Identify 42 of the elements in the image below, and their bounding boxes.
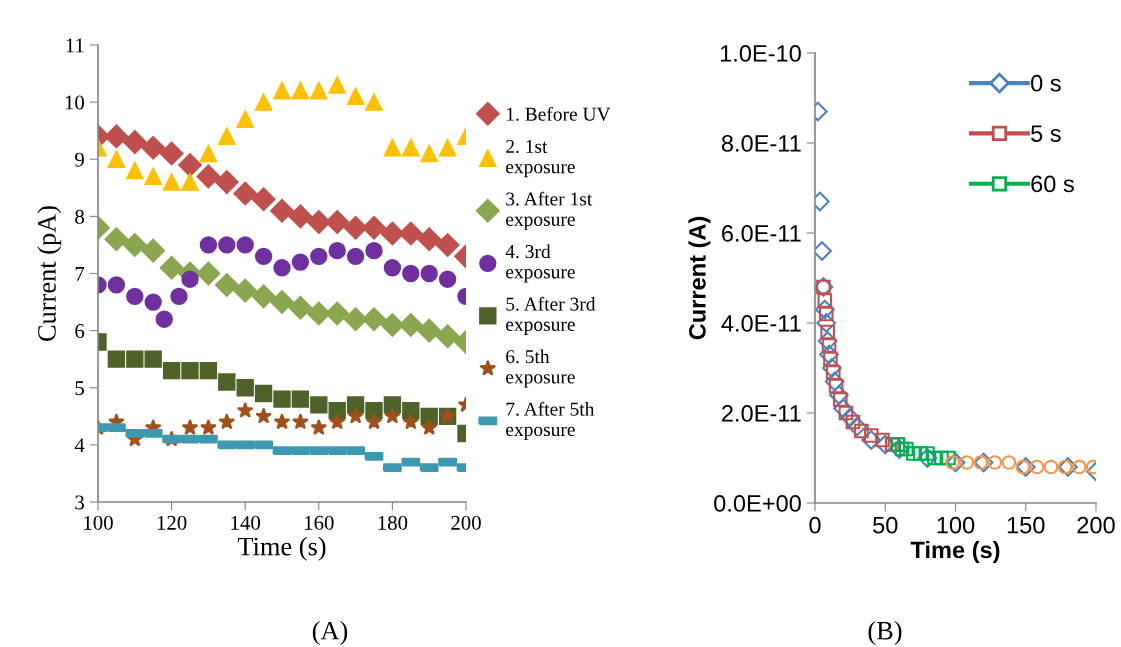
legend-label: 6. 5th exposure	[506, 349, 575, 388]
x-tick-label: 200	[451, 515, 481, 530]
y-tick-label: 7	[75, 267, 85, 281]
y-tick-label: 0.0E+00	[714, 495, 801, 512]
y-tick-label: 9	[75, 152, 84, 167]
y-tick-label: 4.0E-11	[721, 315, 801, 332]
legend-label: 4. 3rd exposure	[505, 244, 575, 283]
y-tick-label: 5	[75, 381, 84, 396]
x-axis-title: Time (s)	[237, 536, 326, 561]
y-tick-label: 6	[75, 324, 85, 339]
x-tick-label: 180	[378, 515, 408, 530]
x-tick-label: 150	[1007, 516, 1045, 534]
x-tick-label: 160	[305, 515, 334, 530]
text: (B)	[868, 621, 902, 645]
x-axis-title: Time (s)	[910, 540, 1000, 563]
y-tick-label: 6.0E-11	[722, 225, 801, 242]
text: (A)	[312, 621, 348, 645]
x-tick-label: 100	[84, 515, 113, 530]
legend-label: 0 s	[1031, 74, 1061, 92]
legend-label: 2. 1st exposure	[506, 139, 575, 178]
y-tick-label: 8	[75, 209, 85, 224]
legend-label: 5. After 3rd exposure	[506, 296, 596, 335]
y-tick-label: 3	[75, 495, 84, 510]
legend-label: 5 s	[1031, 125, 1061, 142]
x-tick-label: 200	[1077, 516, 1115, 534]
legend-label: 60 s	[1031, 175, 1074, 193]
y-tick-label: 8.0E-11	[721, 135, 801, 152]
y-axis-title: Current (pA)	[37, 206, 62, 341]
y-axis-title: Current (A)	[688, 216, 711, 340]
x-tick-label: 120	[157, 515, 187, 530]
legend-label: 1. Before UV	[507, 106, 611, 121]
y-tick-label: 2.0E-11	[722, 405, 801, 422]
x-tick-label: 0	[809, 516, 821, 534]
x-tick-label: 50	[873, 516, 898, 534]
y-tick-label: 1.0E-10	[720, 45, 801, 62]
y-tick-label: 11	[66, 38, 84, 53]
x-tick-label: 140	[231, 515, 261, 530]
x-tick-label: 100	[937, 516, 975, 534]
legend-label: 3. After 1st exposure	[506, 191, 593, 230]
y-tick-label: 4	[74, 438, 85, 453]
y-tick-label: 10	[65, 95, 85, 110]
legend-label: 7. After 5th exposure	[506, 401, 595, 441]
